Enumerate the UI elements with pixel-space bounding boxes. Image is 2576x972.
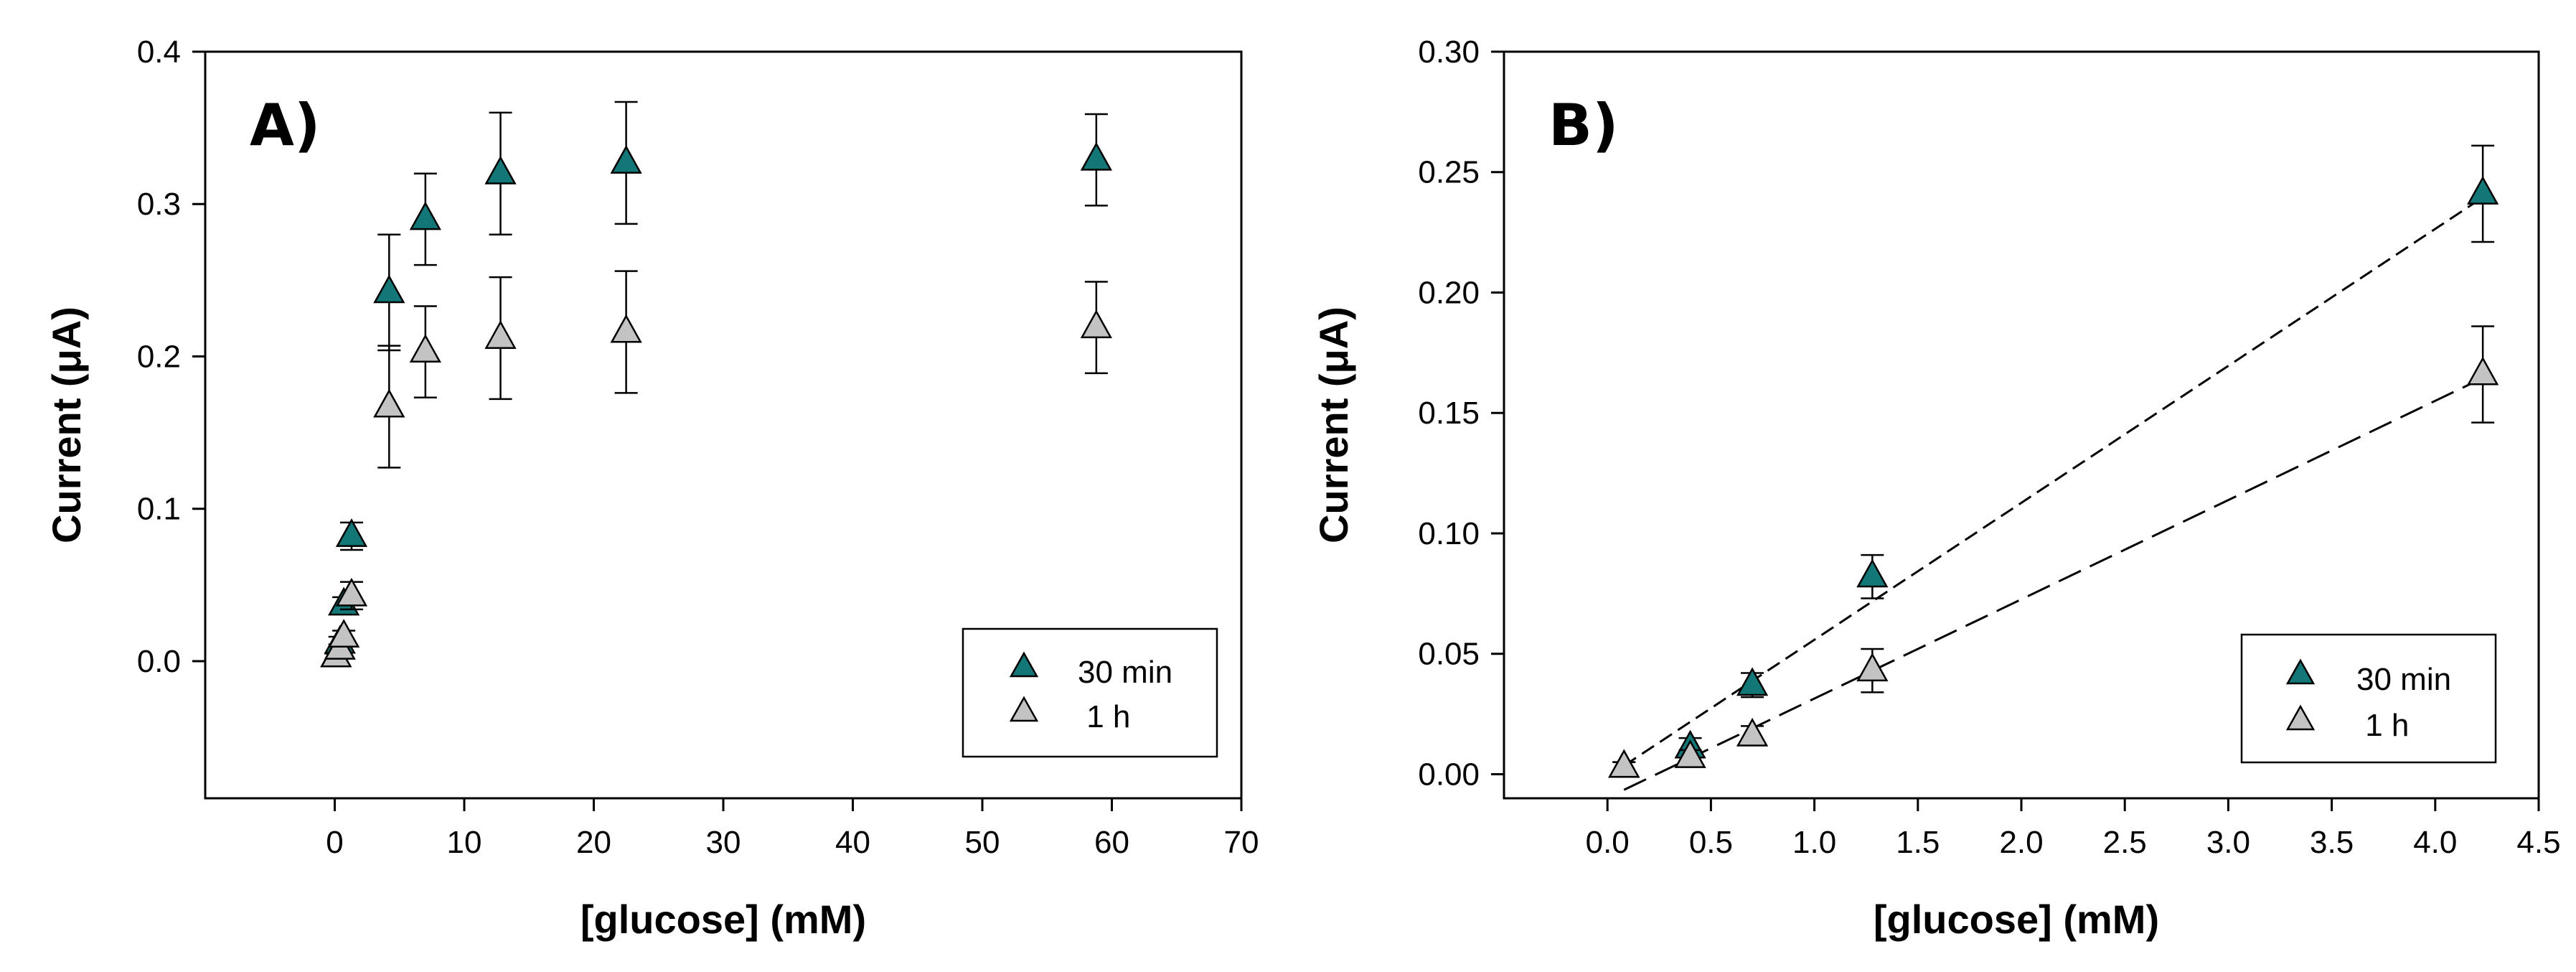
panel-b-y-axis-title: Current (μA) — [1311, 307, 1356, 543]
panel-b-y-tick-label: 0.30 — [1418, 34, 1480, 70]
panel-b-x-tick-label: 0.5 — [1689, 825, 1733, 860]
panel-a-x-tick-label: 0 — [326, 825, 343, 860]
panel-b-data-point-1h — [1856, 653, 1889, 682]
panel-a-y-ticks — [192, 50, 205, 663]
panel-a-legend-label-1h: 1 h — [1078, 699, 1130, 734]
panel-b-x-tick-label: 4.5 — [2516, 825, 2560, 860]
panel-b-x-tick-label: 1.5 — [1896, 825, 1940, 860]
panel-b-fit-line-1h — [1623, 377, 2483, 791]
panel-a-data-point-1h — [328, 619, 360, 648]
panel-a-x-tick-label: 50 — [965, 825, 1000, 860]
panel-b-data-point-1h — [1674, 739, 1706, 768]
panel-a-series-30min — [320, 101, 1112, 668]
panel-a-data-point-1h — [484, 320, 517, 349]
panel-a-x-tick-label: 30 — [706, 825, 741, 860]
panel-a-y-tick-label: 0.0 — [137, 644, 181, 679]
panel-b-data-point-30min — [1736, 667, 1769, 696]
panel-b-x-tick-labels: 0.0 0.5 1.0 1.5 2.0 2.5 3.0 3.5 4.0 4.5 — [1586, 825, 2561, 860]
panel-a: 0 10 20 30 40 50 60 70 [glucose] (mM) 0.0 0.1 0.2… — [44, 34, 1259, 942]
panel-b-legend-marker-30min — [2285, 658, 2316, 685]
panel-a-data-point-1h — [335, 577, 368, 607]
panel-a-x-tick-label: 60 — [1094, 825, 1129, 860]
panel-b-legend-label-1h: 1 h — [2356, 708, 2409, 743]
panel-a-legend-label-30min: 30 min — [1078, 655, 1172, 690]
panel-b-x-tick-label: 2.0 — [1999, 825, 2043, 860]
panel-b-x-tick-label: 2.5 — [2103, 825, 2147, 860]
panel-a-data-point-30min — [335, 518, 368, 547]
panel-b-legend: 30 min 1 h — [2240, 633, 2497, 764]
panel-b-x-tick-label: 3.0 — [2206, 825, 2250, 860]
panel-a-series — [320, 101, 1112, 668]
panel-a-legend-box — [962, 627, 1218, 758]
panel-b-x-axis: 0.0 0.5 1.0 1.5 2.0 2.5 3.0 3.5 4.0 4.5 [glucose]… — [1586, 798, 2561, 942]
panel-a-data-point-1h — [373, 388, 405, 418]
panel-b-x-tick-label: 4.0 — [2413, 825, 2457, 860]
panel-b-label: B) — [1548, 92, 1619, 159]
panel-a-data-point-1h — [610, 314, 642, 343]
panel-b-y-tick-label: 0.05 — [1418, 637, 1480, 672]
panel-a-data-point-30min — [1080, 141, 1112, 171]
panel-b-y-axis: 0.00 0.05 0.10 0.15 0.20 0.25 0.30 Current (μA… — [1311, 34, 1504, 792]
panel-b: 0.0 0.5 1.0 1.5 2.0 2.5 3.0 3.5 4.0 4.5 [glucose]… — [1311, 34, 2561, 942]
panel-a-y-tick-labels: 0.0 0.1 0.2 0.3 0.4 — [137, 34, 181, 679]
panel-b-y-ticks — [1491, 50, 1504, 775]
panel-b-legend-marker-1h — [2285, 704, 2316, 731]
panel-a-y-tick-label: 0.2 — [137, 339, 181, 374]
panel-a-legend-marker-30min — [1009, 651, 1039, 678]
panel-a-label: A) — [250, 92, 320, 159]
panel-a-y-tick-label: 0.3 — [137, 187, 181, 222]
panel-b-series — [1608, 144, 2499, 778]
panel-b-y-tick-label: 0.20 — [1418, 275, 1480, 310]
panel-a-y-axis-title: Current (μA) — [44, 307, 89, 543]
panel-b-data-point-1h — [2467, 356, 2499, 385]
panel-a-y-tick-label: 0.1 — [137, 492, 181, 527]
panel-a-data-point-30min — [610, 145, 642, 174]
panel-b-y-tick-labels: 0.00 0.05 0.10 0.15 0.20 0.25 0.30 — [1418, 34, 1480, 792]
panel-a-series-1h — [320, 270, 1112, 668]
panel-a-data-point-30min — [409, 201, 441, 230]
panel-a-legend-marker-1h — [1009, 696, 1039, 722]
panel-b-data-point-30min — [1856, 559, 1889, 588]
panel-a-data-point-1h — [409, 334, 441, 363]
panel-b-y-tick-label: 0.15 — [1418, 396, 1480, 431]
panel-b-x-tick-label: 1.0 — [1792, 825, 1836, 860]
panel-a-data-point-30min — [373, 274, 405, 304]
panel-b-fit-lines — [1623, 196, 2483, 791]
panel-b-x-tick-label: 0.0 — [1586, 825, 1630, 860]
panel-b-legend-label-30min: 30 min — [2356, 662, 2451, 697]
panel-a-x-tick-labels: 0 10 20 30 40 50 60 70 — [326, 825, 1259, 860]
panel-a-data-point-30min — [484, 155, 517, 184]
panel-b-x-axis-title: [glucose] (mM) — [1874, 897, 2159, 942]
panel-a-y-axis: 0.0 0.1 0.2 0.3 0.4 Current (μA) — [44, 34, 205, 679]
panel-a-x-axis-title: [glucose] (mM) — [580, 897, 866, 942]
panel-a-x-tick-label: 70 — [1224, 825, 1259, 860]
panel-a-data-point-1h — [1080, 309, 1112, 339]
panel-b-y-tick-label: 0.25 — [1418, 155, 1480, 190]
panel-b-data-point-1h — [1608, 749, 1640, 778]
panel-a-x-tick-label: 20 — [576, 825, 611, 860]
panel-a-x-tick-label: 10 — [447, 825, 482, 860]
panel-b-x-ticks — [1606, 798, 2540, 811]
panel-a-x-ticks — [334, 798, 1243, 811]
panel-b-series-1h — [1608, 325, 2499, 778]
panel-a-legend: 30 min 1 h — [962, 627, 1218, 758]
panel-b-data-point-30min — [2467, 176, 2499, 205]
panel-b-y-tick-label: 0.10 — [1418, 516, 1480, 551]
panel-a-x-axis: 0 10 20 30 40 50 60 70 [glucose] (mM) — [326, 798, 1259, 942]
panel-b-y-tick-label: 0.00 — [1418, 757, 1480, 792]
panel-b-x-tick-label: 3.5 — [2310, 825, 2354, 860]
panel-a-y-tick-label: 0.4 — [137, 34, 181, 70]
panel-b-legend-box — [2240, 633, 2497, 764]
panel-b-data-point-1h — [1736, 717, 1769, 747]
panel-a-x-tick-label: 40 — [835, 825, 870, 860]
